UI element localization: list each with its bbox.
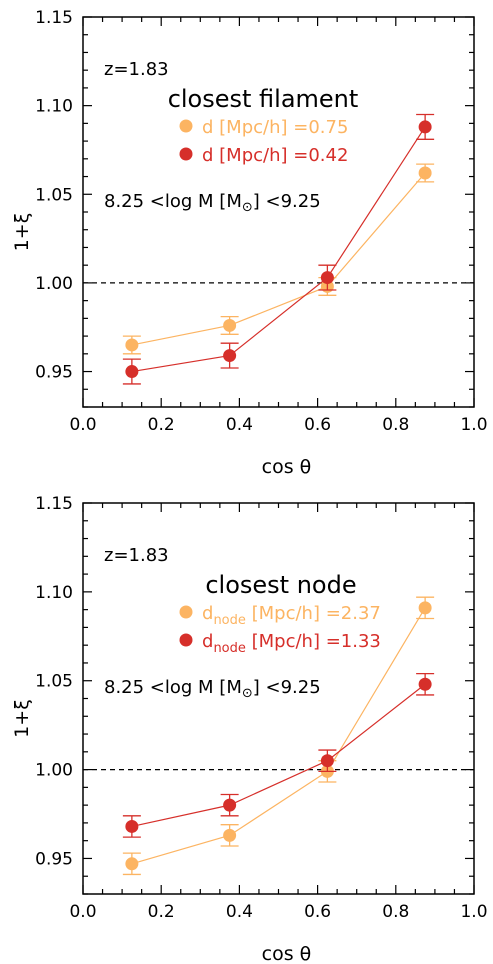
legend-marker xyxy=(179,605,193,619)
redshift-label: z=1.83 xyxy=(104,59,169,80)
y-tick-label: 0.95 xyxy=(35,363,73,383)
x-tick-label: 1.0 xyxy=(460,902,487,922)
legend-label: dnode [Mpc/h] =2.37 xyxy=(202,603,381,628)
series-1 xyxy=(122,596,435,876)
x-tick-label: 0.0 xyxy=(69,415,96,435)
y-tick-label: 1.15 xyxy=(35,494,73,514)
data-point xyxy=(223,318,237,332)
y-tick-label: 0.95 xyxy=(35,849,73,869)
x-tick-label: 0.8 xyxy=(382,902,409,922)
data-point xyxy=(418,120,432,134)
data-point xyxy=(320,271,334,285)
x-tick-label: 0.4 xyxy=(226,902,253,922)
x-tick-label: 1.0 xyxy=(460,415,487,435)
data-point xyxy=(125,819,139,833)
x-axis-label: cos θ xyxy=(262,456,312,478)
panel-title: closest node xyxy=(205,571,356,599)
x-tick-label: 0.4 xyxy=(226,415,253,435)
x-tick-label: 0.6 xyxy=(304,902,331,922)
x-tick-label: 0.2 xyxy=(148,902,175,922)
data-point xyxy=(223,828,237,842)
chart-panel-2: 0.0 0.2 0.4 0.6 0.8 1.0 0.95 1.00 1.05 1.10 1.15 co… xyxy=(11,494,488,964)
y-axis-label: 1+ξ xyxy=(11,213,33,252)
series-line xyxy=(131,607,426,865)
data-point xyxy=(418,677,432,691)
legend-label: dnode [Mpc/h] =1.33 xyxy=(202,631,381,656)
series-2 xyxy=(122,672,435,838)
chart-panel-1: 0.0 0.2 0.4 0.6 0.8 1.0 0.95 1.00 1.05 1.10 1.15 co… xyxy=(11,8,488,478)
series-2 xyxy=(122,113,435,385)
y-tick-label: 1.05 xyxy=(35,672,73,692)
y-tick-label: 1.10 xyxy=(35,97,73,117)
x-tick-label: 0.6 xyxy=(304,415,331,435)
data-point xyxy=(223,349,237,363)
data-point xyxy=(320,754,334,768)
data-point xyxy=(125,857,139,871)
data-point xyxy=(418,166,432,180)
y-tick-label: 1.15 xyxy=(35,8,73,28)
legend-marker xyxy=(179,633,193,647)
y-tick-label: 1.10 xyxy=(35,583,73,603)
legend-marker xyxy=(179,147,193,161)
x-tick-label: 0.2 xyxy=(148,415,175,435)
legend-marker xyxy=(179,119,193,133)
series-line xyxy=(131,126,426,373)
mass-range-label: 8.25 <log M [M⊙] <9.25 xyxy=(104,677,321,701)
y-tick-label: 1.00 xyxy=(35,274,73,294)
y-tick-label: 1.05 xyxy=(35,185,73,205)
series-line xyxy=(131,683,426,828)
data-point xyxy=(418,601,432,615)
redshift-label: z=1.83 xyxy=(104,545,169,566)
data-point xyxy=(125,365,139,379)
panel-title: closest filament xyxy=(168,85,359,113)
mass-range-label: 8.25 <log M [M⊙] <9.25 xyxy=(104,191,321,215)
y-tick-label: 1.00 xyxy=(35,761,73,781)
series-line xyxy=(131,172,426,346)
data-point xyxy=(223,798,237,812)
x-axis-label: cos θ xyxy=(262,943,312,964)
y-axis-label: 1+ξ xyxy=(11,699,33,738)
x-tick-label: 0.8 xyxy=(382,415,409,435)
legend-label: d [Mpc/h] =0.42 xyxy=(202,145,348,166)
data-point xyxy=(125,338,139,352)
x-tick-label: 0.0 xyxy=(69,902,96,922)
legend-label: d [Mpc/h] =0.75 xyxy=(202,117,348,138)
